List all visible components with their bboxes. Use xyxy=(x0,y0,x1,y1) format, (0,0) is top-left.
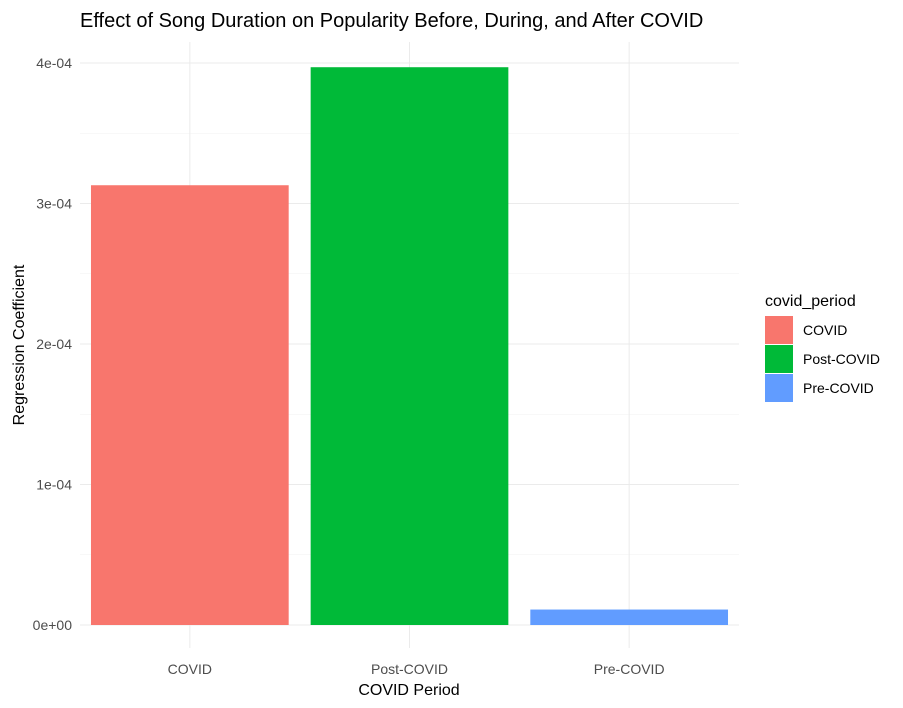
legend-swatch xyxy=(765,345,793,373)
bar-pre-covid xyxy=(530,609,729,625)
legend-title: covid_period xyxy=(765,293,856,310)
legend-label: Post-COVID xyxy=(803,351,880,367)
bar-covid xyxy=(90,185,289,626)
legend-label: Pre-COVID xyxy=(803,380,874,396)
y-tick-labels: 0e+00 1e-04 2e-04 3e-04 4e-04 xyxy=(33,55,73,633)
bar-post-covid xyxy=(310,67,509,626)
y-axis-title: Regression Coefficient xyxy=(11,264,28,425)
x-tick-label: Post-COVID xyxy=(371,661,448,677)
y-tick-label: 3e-04 xyxy=(36,196,72,212)
y-tick-label: 2e-04 xyxy=(36,336,72,352)
x-tick-label: COVID xyxy=(168,661,212,677)
x-tick-labels: COVID Post-COVID Pre-COVID xyxy=(168,661,665,677)
y-tick-label: 1e-04 xyxy=(36,477,72,493)
x-tick-label: Pre-COVID xyxy=(594,661,665,677)
legend-label: COVID xyxy=(803,322,847,338)
y-tick-label: 4e-04 xyxy=(36,55,72,71)
y-tick-label: 0e+00 xyxy=(33,617,73,633)
bars xyxy=(90,67,729,626)
chart-title: Effect of Song Duration on Popularity Be… xyxy=(80,10,703,32)
x-axis-title: COVID Period xyxy=(358,682,459,699)
legend-swatch xyxy=(765,374,793,402)
legend-swatch xyxy=(765,316,793,344)
legend: covid_period COVID Post-COVID Pre-COVID xyxy=(765,293,880,402)
